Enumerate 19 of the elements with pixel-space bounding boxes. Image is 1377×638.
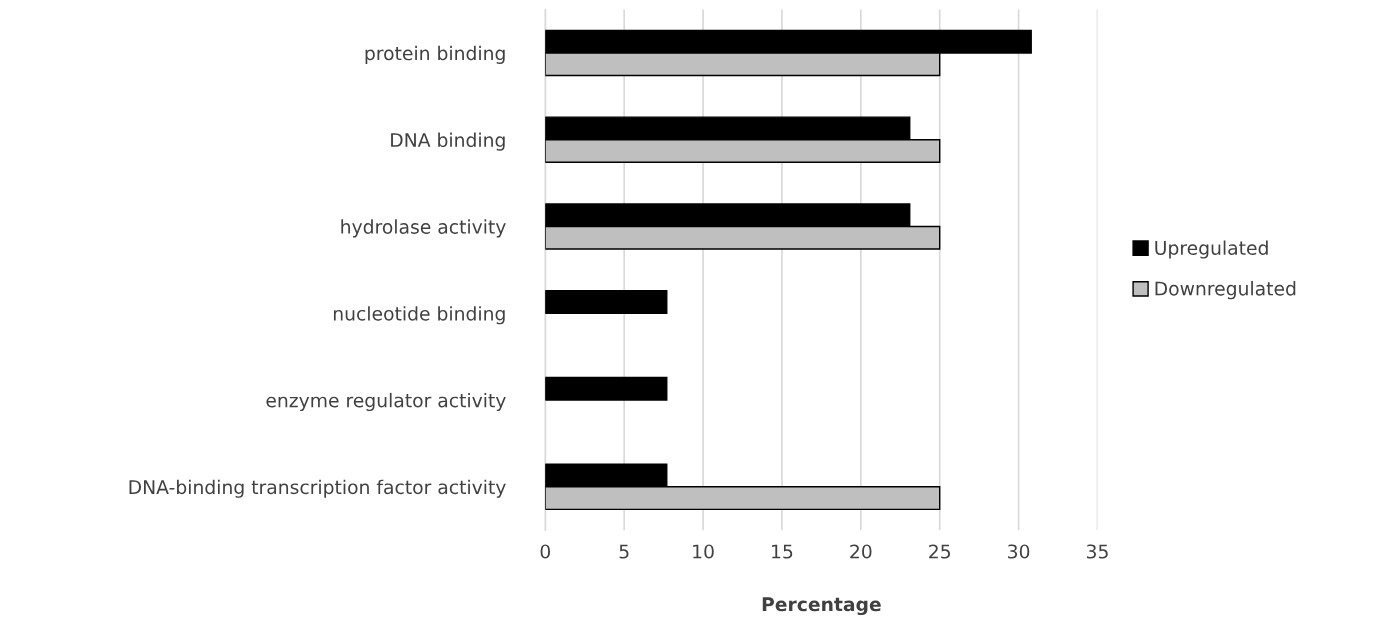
x-tick-label: 15	[772, 544, 793, 559]
bar	[545, 376, 668, 401]
bar	[545, 290, 668, 314]
y-tick-label: enzyme regulator activity	[266, 392, 506, 412]
legend-label: Downregulated	[1155, 281, 1296, 300]
x-tick-label: 30	[1008, 544, 1030, 559]
y-tick-label: DNA binding	[391, 132, 505, 151]
x-tick-label: 20	[850, 544, 872, 559]
y-tick-label: nucleotide binding	[333, 306, 505, 325]
y-tick-label: DNA-binding transcription factor activity	[129, 479, 506, 498]
y-tick-label: protein binding	[365, 45, 505, 64]
x-tick-label: 0	[540, 544, 551, 559]
x-axis-title: Percentage	[762, 597, 881, 616]
legend-label: Upregulated	[1155, 240, 1268, 259]
x-tick-label: 35	[1086, 544, 1108, 559]
x-tick-label: 10	[693, 544, 714, 559]
y-tick-label: hydrolase activity	[341, 219, 506, 238]
x-tick-label: 25	[929, 544, 950, 559]
x-tick-label: 5	[619, 544, 629, 559]
